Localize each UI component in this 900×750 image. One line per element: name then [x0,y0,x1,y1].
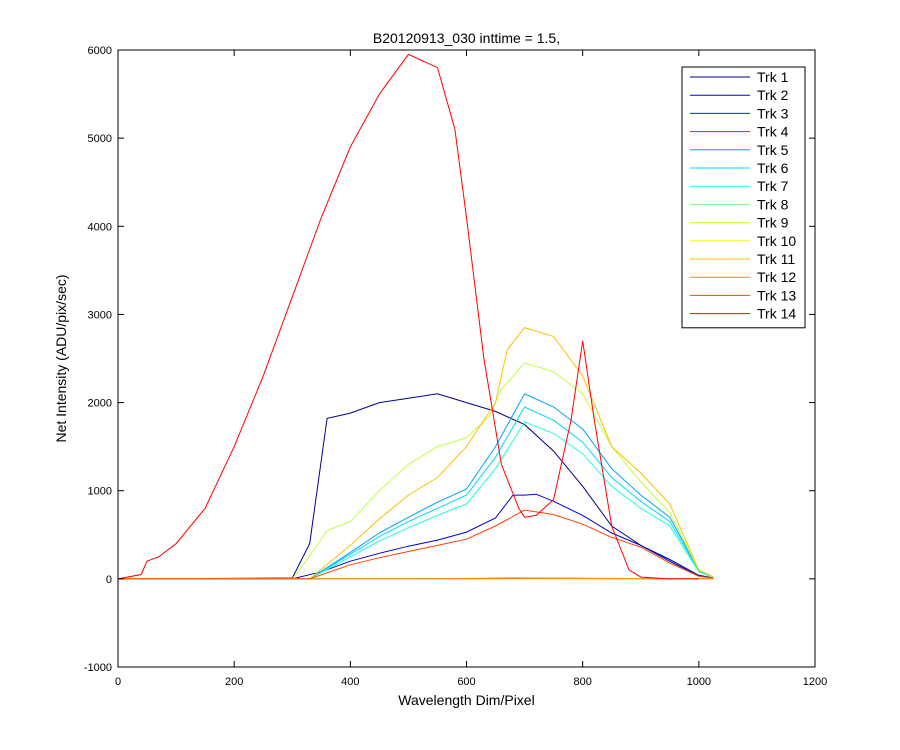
y-axis-ticks: -1000 0 1000 2000 3000 4000 5000 6000 [84,45,815,674]
legend-label: Trk 12 [757,269,796,285]
series-line-trk-6 [118,406,714,580]
legend-label: Trk 1 [757,69,789,85]
chart-title: B20120913_030 inttime = 1.5, [373,30,560,46]
x-tick-label: 600 [457,676,475,688]
series-line-trk-11 [118,327,714,580]
series-line-trk-5 [118,393,714,580]
x-tick-label: 1200 [803,676,827,688]
y-axis-label: Net Intensity (ADU/pix/sec) [53,274,69,442]
series-line-trk-13 [118,509,714,580]
legend-label: Trk 5 [757,142,789,158]
y-tick-label: 1000 [88,486,112,498]
x-axis-ticks: 0 200 400 600 800 1000 1200 [115,50,827,688]
legend-label: Trk 13 [757,287,796,303]
y-tick-label: 0 [106,574,112,586]
legend: Trk 1 Trk 2 Trk 3 Trk 4 Trk 5 Trk 6 Trk 7 Trk 8… [681,66,806,329]
series-layer [117,53,714,580]
legend-label: Trk 14 [757,306,796,322]
x-tick-label: 800 [573,676,591,688]
series-line-trk-14 [117,53,699,580]
x-tick-label: 1000 [687,676,711,688]
series-line-trk-9 [118,362,714,580]
legend-label: Trk 4 [757,124,789,140]
y-tick-label: 6000 [88,45,112,57]
x-tick-label: 400 [341,676,359,688]
x-axis-label: Wavelength Dim/Pixel [398,692,534,708]
legend-label: Trk 7 [757,178,789,194]
y-tick-label: -1000 [84,662,112,674]
y-tick-label: 4000 [88,221,112,233]
legend-label: Trk 2 [757,87,789,103]
legend-label: Trk 3 [757,105,789,121]
y-tick-label: 2000 [88,398,112,410]
legend-label: Trk 8 [757,196,789,212]
y-tick-label: 3000 [88,309,112,321]
legend-label: Trk 9 [757,215,789,231]
series-line-trk-2 [118,493,714,580]
legend-label: Trk 10 [757,233,796,249]
x-tick-label: 200 [225,676,243,688]
y-tick-label: 5000 [88,133,112,145]
legend-label: Trk 6 [757,160,789,176]
legend-label: Trk 11 [757,251,795,267]
legend-box [681,66,806,329]
x-tick-label: 0 [115,676,121,688]
series-line-trk-7 [118,421,714,580]
